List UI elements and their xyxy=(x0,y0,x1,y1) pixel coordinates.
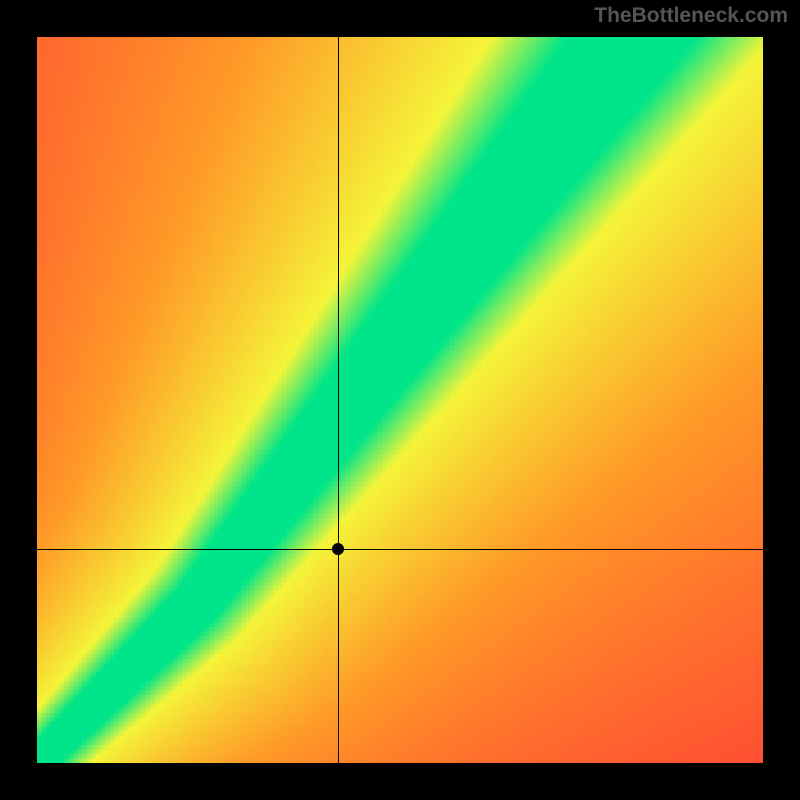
crosshair-vertical xyxy=(338,37,339,763)
watermark-text: TheBottleneck.com xyxy=(594,4,788,28)
marker-dot xyxy=(332,543,344,555)
heatmap-plot xyxy=(37,37,763,763)
chart-container: TheBottleneck.com xyxy=(0,0,800,800)
heatmap-canvas xyxy=(37,37,763,763)
crosshair-horizontal xyxy=(37,549,763,550)
